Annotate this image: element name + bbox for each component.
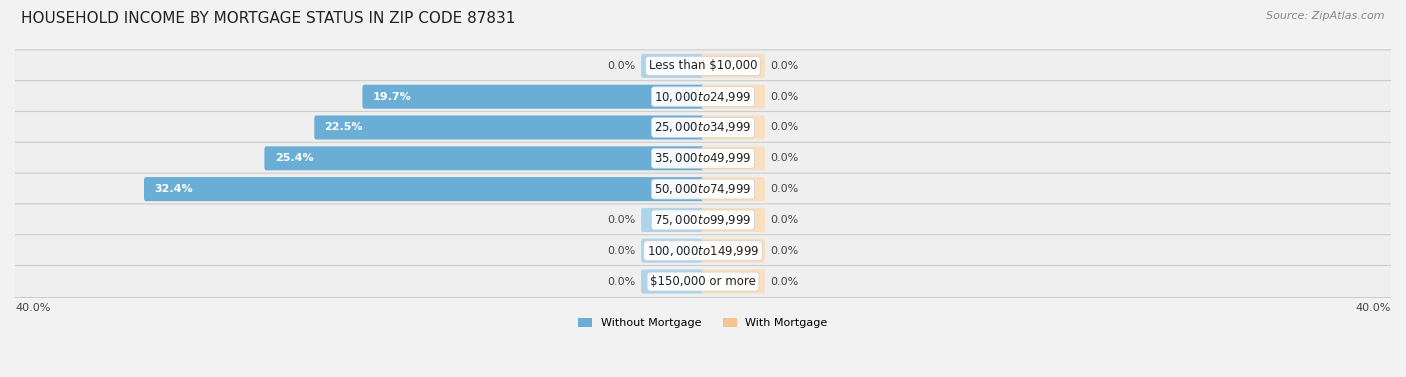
FancyBboxPatch shape bbox=[0, 235, 1406, 267]
FancyBboxPatch shape bbox=[702, 270, 765, 294]
FancyBboxPatch shape bbox=[264, 146, 704, 170]
FancyBboxPatch shape bbox=[702, 208, 765, 232]
Text: 0.0%: 0.0% bbox=[607, 277, 636, 287]
Legend: Without Mortgage, With Mortgage: Without Mortgage, With Mortgage bbox=[574, 314, 832, 333]
Text: 0.0%: 0.0% bbox=[770, 61, 799, 71]
Text: 0.0%: 0.0% bbox=[770, 277, 799, 287]
FancyBboxPatch shape bbox=[702, 54, 765, 78]
Text: $25,000 to $34,999: $25,000 to $34,999 bbox=[654, 121, 752, 135]
FancyBboxPatch shape bbox=[0, 81, 1406, 113]
Text: 32.4%: 32.4% bbox=[155, 184, 193, 194]
Text: 0.0%: 0.0% bbox=[607, 61, 636, 71]
Text: 40.0%: 40.0% bbox=[15, 303, 51, 313]
FancyBboxPatch shape bbox=[702, 239, 765, 263]
Text: 0.0%: 0.0% bbox=[770, 184, 799, 194]
FancyBboxPatch shape bbox=[0, 173, 1406, 205]
Text: 0.0%: 0.0% bbox=[607, 246, 636, 256]
Text: 0.0%: 0.0% bbox=[607, 215, 636, 225]
Text: $10,000 to $24,999: $10,000 to $24,999 bbox=[654, 90, 752, 104]
Text: $50,000 to $74,999: $50,000 to $74,999 bbox=[654, 182, 752, 196]
Text: Less than $10,000: Less than $10,000 bbox=[648, 59, 758, 72]
FancyBboxPatch shape bbox=[0, 142, 1406, 174]
Text: 0.0%: 0.0% bbox=[770, 123, 799, 132]
Text: $35,000 to $49,999: $35,000 to $49,999 bbox=[654, 151, 752, 165]
FancyBboxPatch shape bbox=[0, 204, 1406, 236]
FancyBboxPatch shape bbox=[315, 115, 704, 139]
Text: 0.0%: 0.0% bbox=[770, 246, 799, 256]
FancyBboxPatch shape bbox=[0, 50, 1406, 82]
Text: 25.4%: 25.4% bbox=[274, 153, 314, 163]
FancyBboxPatch shape bbox=[641, 208, 704, 232]
FancyBboxPatch shape bbox=[0, 112, 1406, 144]
Text: 19.7%: 19.7% bbox=[373, 92, 412, 102]
Text: Source: ZipAtlas.com: Source: ZipAtlas.com bbox=[1267, 11, 1385, 21]
FancyBboxPatch shape bbox=[702, 146, 765, 170]
FancyBboxPatch shape bbox=[641, 239, 704, 263]
FancyBboxPatch shape bbox=[641, 270, 704, 294]
Text: HOUSEHOLD INCOME BY MORTGAGE STATUS IN ZIP CODE 87831: HOUSEHOLD INCOME BY MORTGAGE STATUS IN Z… bbox=[21, 11, 516, 26]
FancyBboxPatch shape bbox=[702, 177, 765, 201]
FancyBboxPatch shape bbox=[143, 177, 704, 201]
FancyBboxPatch shape bbox=[702, 85, 765, 109]
FancyBboxPatch shape bbox=[363, 85, 704, 109]
Text: 22.5%: 22.5% bbox=[325, 123, 363, 132]
Text: 0.0%: 0.0% bbox=[770, 153, 799, 163]
Text: $75,000 to $99,999: $75,000 to $99,999 bbox=[654, 213, 752, 227]
Text: $150,000 or more: $150,000 or more bbox=[650, 275, 756, 288]
Text: 0.0%: 0.0% bbox=[770, 92, 799, 102]
Text: 40.0%: 40.0% bbox=[1355, 303, 1391, 313]
Text: $100,000 to $149,999: $100,000 to $149,999 bbox=[647, 244, 759, 258]
FancyBboxPatch shape bbox=[702, 115, 765, 139]
FancyBboxPatch shape bbox=[641, 54, 704, 78]
FancyBboxPatch shape bbox=[0, 265, 1406, 297]
Text: 0.0%: 0.0% bbox=[770, 215, 799, 225]
